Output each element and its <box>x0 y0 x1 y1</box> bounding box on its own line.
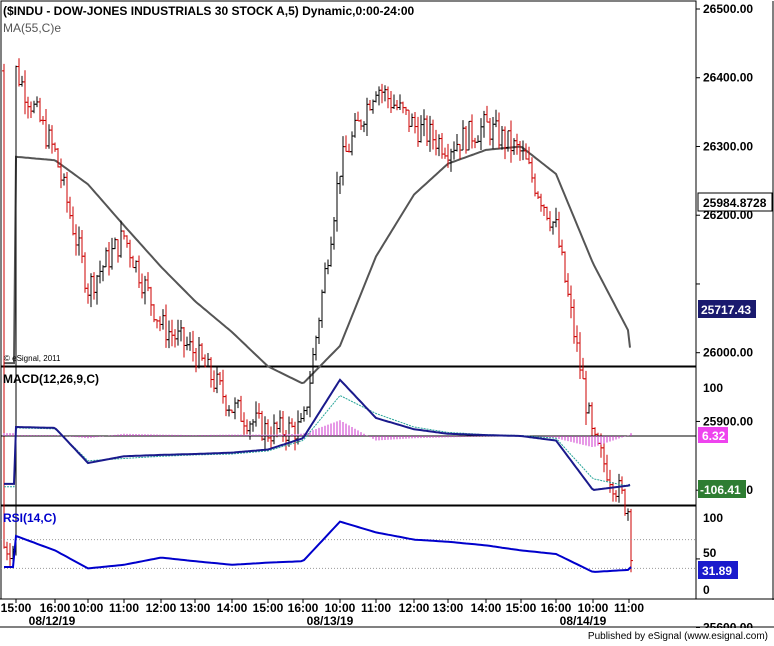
time-axis-label: 14:00 <box>217 601 248 615</box>
time-axis-label: 15:00 <box>506 601 537 615</box>
macd-line <box>4 378 631 491</box>
time-axis-label: 11:00 <box>109 601 139 615</box>
last-price-box <box>698 300 756 318</box>
time-axis-label: 14:00 <box>471 601 502 615</box>
time-axis-label: 12:00 <box>399 601 430 615</box>
time-axis-label: 16:00 <box>288 601 319 615</box>
price-axis-tick-label: 25600.00 <box>703 621 753 628</box>
time-axis-label: 10:00 <box>578 601 609 615</box>
chart-title: ($INDU - DOW-JONES INDUSTRIALS 30 STOCK … <box>3 4 415 18</box>
rsi-value-box <box>698 561 738 579</box>
chart-canvas: 26500.00 26400.00 26300.00 26200.00 26000.00… <box>0 0 774 628</box>
macd-signal-line <box>4 394 631 488</box>
ma-legend-label: MA(55,C)e <box>3 21 61 35</box>
price-axis-tick-label: 26500.00 <box>703 2 753 16</box>
time-axis-group: 15:00 16:00 10:00 11:00 12:00 13:00 14:00 15:00… <box>1 599 644 628</box>
macd-hist-value-label: 6.32 <box>702 429 726 443</box>
macd-legend-label: MACD(12,26,9,C) <box>3 372 99 386</box>
time-axis-label: 12:00 <box>146 601 177 615</box>
price-axis-tick-label: 26400.00 <box>703 71 753 85</box>
ma-value-box <box>697 192 773 212</box>
rsi-group <box>1 520 696 573</box>
copyright-text: © eSignal, 2011 <box>4 354 61 363</box>
macd-y-tick-100: 100 <box>703 381 723 395</box>
ma-value-label: 25984.8728 <box>703 196 767 210</box>
price-bars-group <box>2 58 633 573</box>
rsi-y-tick-50: 50 <box>703 546 717 560</box>
price-axis-tick-label: 26200.00 <box>703 208 753 222</box>
time-axis-label: 16:00 <box>40 601 71 615</box>
time-axis-label: 16:00 <box>541 601 572 615</box>
price-axis-tick-label: 26000.00 <box>703 346 753 360</box>
macd-value-box <box>698 480 746 498</box>
last-price-label: 25717.43 <box>701 303 751 317</box>
time-axis-label: 10:00 <box>73 601 104 615</box>
rsi-line <box>4 520 632 573</box>
rsi-y-tick-0: 0 <box>703 583 710 597</box>
footer-bar: Published by eSignal (www.esignal.com) <box>0 628 774 646</box>
price-axis-tick-label: 25900.00 <box>703 414 753 428</box>
time-axis-label: 13:00 <box>180 601 211 615</box>
time-axis-label: 11:00 <box>361 601 391 615</box>
footer-text: Published by eSignal (www.esignal.com) <box>587 631 768 642</box>
macd-group <box>1 378 696 491</box>
price-axis-tick-label: 26300.00 <box>703 139 753 153</box>
time-axis-label: 13:00 <box>433 601 464 615</box>
rsi-panel-frame <box>0 505 697 600</box>
rsi-value-label: 31.89 <box>702 564 732 578</box>
price-panel-frame <box>0 0 697 367</box>
time-axis-label: 15:00 <box>253 601 284 615</box>
date-axis-label: 08/14/19 <box>560 614 607 628</box>
date-axis-label: 08/13/19 <box>307 614 354 628</box>
rsi-y-tick-100: 100 <box>703 511 723 525</box>
ma-line-group <box>4 145 631 385</box>
time-axis-label: 10:00 <box>325 601 356 615</box>
macd-value-label: -106.41 <box>700 483 741 497</box>
time-axis-label: 11:00 <box>614 601 644 615</box>
time-axis-label: 15:00 <box>1 601 32 615</box>
ma-55-line <box>4 145 631 385</box>
rsi-legend-label: RSI(14,C) <box>3 511 56 525</box>
date-axis-label: 08/12/19 <box>29 614 76 628</box>
macd-hist-value-box <box>698 427 728 443</box>
